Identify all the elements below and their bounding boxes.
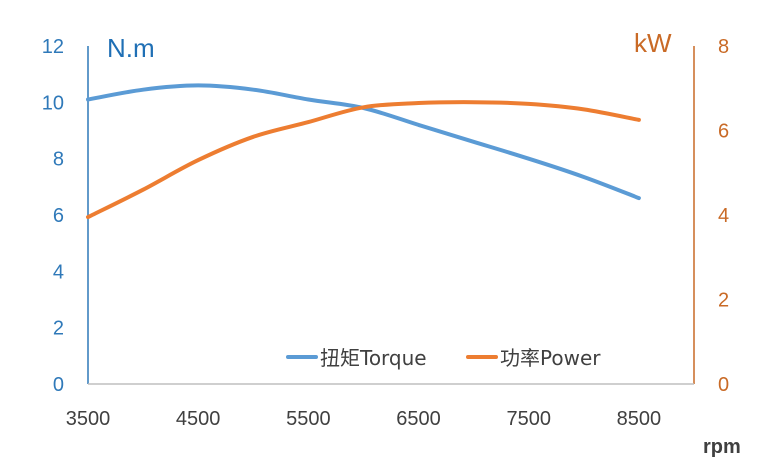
x-tick-label: 7500 [506,408,551,430]
right-y-tick-label: 8 [718,36,729,58]
power-series-line [86,100,641,220]
legend-label-torque: 扭矩Torque [320,346,427,370]
torque-series-line [86,83,641,201]
series-lines [86,83,641,220]
right-axis-unit-label: kW [634,28,672,58]
left-y-tick-label: 4 [53,261,64,283]
x-axis-unit-label: rpm [703,436,741,458]
left-axis-unit-label: N.m [107,33,155,63]
legend: 扭矩Torque 功率Power [286,346,601,370]
x-tick-label: 8500 [617,408,662,430]
legend-label-power: 功率Power [500,346,601,370]
right-y-tick-label: 6 [718,121,729,143]
x-tick-label: 4500 [176,408,221,430]
x-tick-label: 5500 [286,408,331,430]
x-tick-labels: 3500 4500 5500 6500 7500 8500 [66,408,661,430]
left-y-tick-label: 0 [53,374,64,396]
right-y-tick-labels: 0 2 4 6 8 [718,36,729,396]
left-y-tick-label: 8 [53,149,64,171]
left-y-tick-label: 2 [53,318,64,340]
x-tick-label: 3500 [66,408,111,430]
left-y-tick-label: 6 [53,205,64,227]
left-y-tick-label: 12 [42,36,64,58]
right-y-tick-label: 4 [718,205,729,227]
right-y-tick-label: 0 [718,374,729,396]
x-tick-label: 6500 [396,408,441,430]
right-y-tick-label: 2 [718,290,729,312]
left-y-tick-label: 10 [42,92,64,114]
left-y-tick-labels: 0 2 4 6 8 10 12 [42,36,64,396]
